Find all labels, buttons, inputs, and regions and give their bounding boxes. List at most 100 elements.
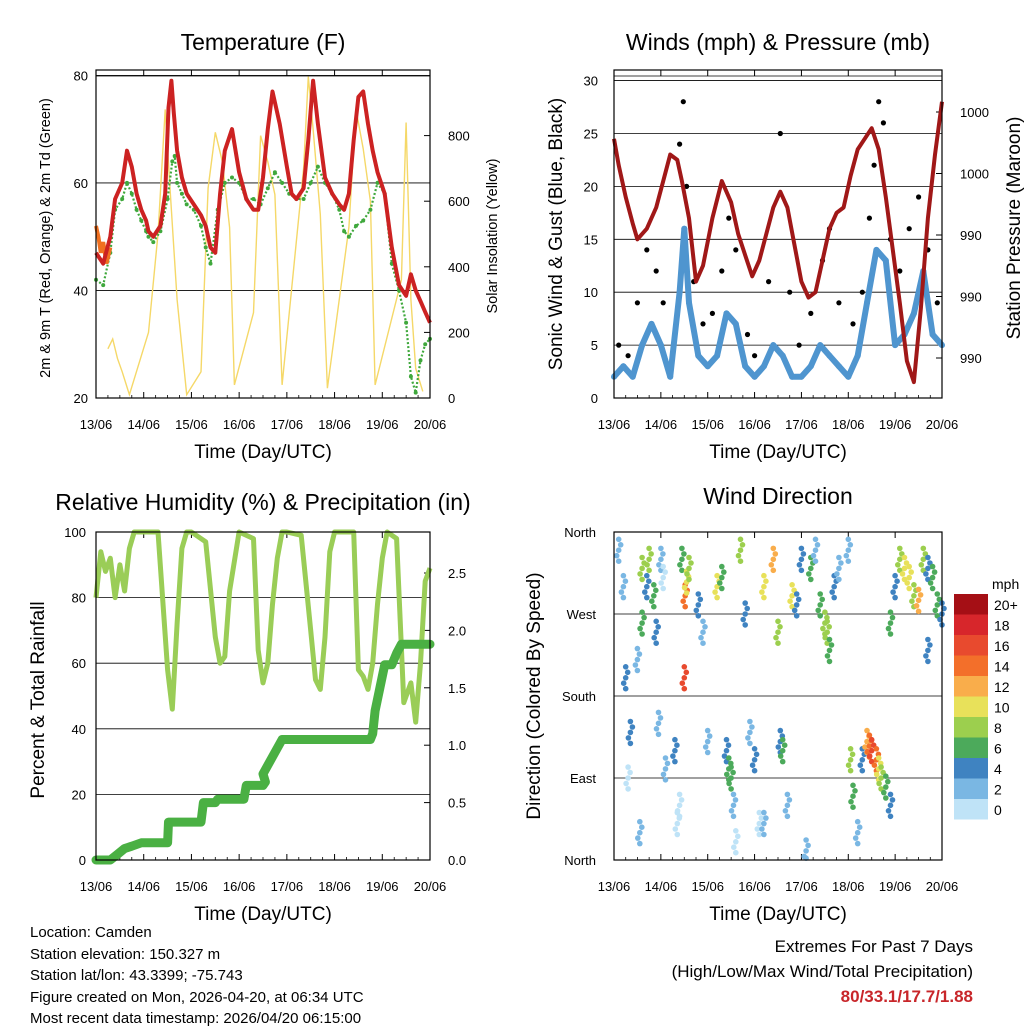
x-tick-label: 16/06 [738, 879, 771, 894]
direction-point [908, 569, 914, 575]
sonic-wind-point [732, 320, 739, 327]
y-tick-label: 20 [584, 179, 598, 194]
gust-point [906, 226, 912, 232]
direction-point [733, 849, 739, 856]
direction-point [662, 569, 668, 575]
direction-point [653, 640, 659, 646]
colorbar-label: 18 [994, 618, 1010, 634]
sonic-wind-point [835, 363, 842, 370]
direction-point [747, 718, 753, 725]
sonic-wind-point [892, 342, 899, 349]
extremes-title: Extremes For Past 7 Days [774, 937, 973, 956]
y-tick-label: 20 [74, 391, 88, 406]
direction-point [653, 618, 659, 625]
direction-point [728, 775, 734, 781]
wind-direction-panel: Wind Direction Time (Day/UTC) 13/06 14/06 15… [524, 483, 958, 925]
direction-point [719, 585, 725, 592]
direction-point [704, 727, 711, 734]
direction-point [653, 587, 659, 594]
direction-point [932, 607, 939, 614]
direction-point [925, 658, 931, 665]
direction-point [639, 554, 645, 561]
direction-point [793, 613, 800, 619]
direction-point [660, 563, 666, 570]
direction-point [620, 680, 627, 686]
gust-point [859, 289, 865, 295]
pressure-line [612, 101, 944, 385]
y2-tick-label: 200 [448, 325, 470, 340]
y-tick-label: North [564, 525, 596, 540]
x-tick-label: 16/06 [223, 879, 256, 894]
x-tick-label: 19/06 [879, 417, 912, 432]
gust-point [916, 194, 922, 200]
colorbar-label: 0 [994, 802, 1002, 818]
direction-point [656, 562, 662, 568]
plot-frame [613, 69, 943, 399]
sonic-wind-point [807, 363, 814, 370]
station-latlon: Station lat/lon: 43.3399; -75.743 [30, 967, 243, 984]
direction-point [864, 738, 870, 745]
direction-point [885, 808, 892, 814]
y2-axis-label: Solar Insolation (Yellow) [485, 158, 501, 313]
direction-point [735, 552, 742, 559]
direction-point [915, 597, 922, 604]
direction-point [632, 662, 639, 668]
direction-point [639, 565, 645, 572]
direction-point [775, 640, 781, 646]
sonic-wind-point [751, 373, 758, 380]
direction-point [717, 580, 723, 586]
direction-point [904, 580, 910, 586]
direction-point [868, 747, 875, 754]
direction-point [620, 594, 627, 601]
y2-tick-label: 1.0 [448, 738, 466, 753]
direction-point [906, 585, 912, 592]
y-tick-label: North [564, 853, 596, 868]
y-tick-label: 20 [72, 787, 86, 802]
dewpoint-point [375, 180, 380, 185]
direction-point [803, 848, 809, 854]
direction-point [714, 594, 720, 601]
y2-tick-label: 1000 [960, 105, 989, 120]
direction-point [824, 618, 830, 625]
plot-frame [613, 531, 943, 861]
chart-title: Temperature (F) [181, 29, 346, 55]
direction-point [637, 571, 643, 577]
direction-point [929, 585, 936, 592]
direction-point [856, 824, 863, 830]
direction-point [770, 556, 777, 563]
colorbar-swatch [954, 758, 988, 779]
direction-point [753, 751, 760, 758]
direction-point [789, 593, 795, 599]
gust-point [677, 141, 683, 147]
direction-point [850, 782, 856, 789]
direction-point [660, 574, 666, 581]
direction-point [682, 603, 688, 610]
gust-point [625, 353, 631, 359]
direction-point [622, 578, 629, 584]
direction-point [714, 572, 720, 579]
direction-point [854, 818, 861, 825]
direction-point [719, 574, 725, 581]
direction-point [826, 624, 832, 630]
y-tick-label: 60 [72, 656, 86, 671]
direction-point [672, 758, 678, 765]
direction-point [810, 552, 817, 559]
direction-point [873, 771, 880, 778]
humidity-panel: Relative Humidity (%) & Precipitation (i… [28, 489, 471, 925]
direction-point [636, 651, 643, 657]
y-tick-label: East [570, 771, 596, 786]
dewpoint-point [368, 207, 373, 212]
direction-point [725, 742, 732, 748]
direction-point [686, 576, 692, 583]
direction-point [775, 744, 782, 750]
direction-point [674, 808, 681, 814]
direction-point [672, 736, 678, 743]
sonic-wind-point [742, 363, 749, 370]
direction-point [868, 736, 875, 743]
y2-axis-label: Station Pressure (Maroon) [1004, 117, 1024, 340]
direction-point [679, 556, 685, 563]
direction-point [859, 767, 866, 774]
direction-point [674, 820, 681, 827]
direction-point [618, 589, 625, 595]
gust-point [616, 342, 622, 348]
